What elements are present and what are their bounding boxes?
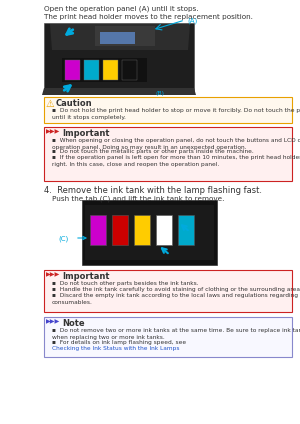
FancyBboxPatch shape [85,205,214,260]
Text: (C): (C) [58,236,68,243]
Text: Push the tab (C) and lift the ink tank to remove.: Push the tab (C) and lift the ink tank t… [52,196,224,203]
Text: ▶▶▶: ▶▶▶ [46,129,60,134]
FancyBboxPatch shape [112,215,128,245]
Text: ▪  If the operation panel is left open for more than 10 minutes, the print head : ▪ If the operation panel is left open fo… [52,156,300,167]
Text: ▪  Do not hold the print head holder to stop or move it forcibly. Do not touch t: ▪ Do not hold the print head holder to s… [52,108,300,120]
Text: 4.  Remove the ink tank with the lamp flashing fast.: 4. Remove the ink tank with the lamp fla… [44,186,262,195]
FancyBboxPatch shape [44,317,292,357]
Text: Important: Important [62,129,110,138]
Text: (B): (B) [155,91,164,96]
Text: ▪  When opening or closing the operation panel, do not touch the buttons and LCD: ▪ When opening or closing the operation … [52,138,300,150]
FancyBboxPatch shape [82,200,217,265]
Text: Note: Note [62,319,85,328]
FancyBboxPatch shape [62,58,147,82]
FancyBboxPatch shape [100,32,135,44]
Text: ▪  Do not touch other parts besides the ink tanks.: ▪ Do not touch other parts besides the i… [52,281,199,286]
FancyBboxPatch shape [95,26,155,46]
Polygon shape [42,88,196,95]
Text: Checking the Ink Status with the Ink Lamps: Checking the Ink Status with the Ink Lam… [52,346,179,351]
Text: ▪  For details on ink lamp flashing speed, see: ▪ For details on ink lamp flashing speed… [52,340,188,345]
Text: Caution: Caution [56,99,93,108]
FancyBboxPatch shape [103,60,118,80]
Text: ▪  Do not touch the metallic parts or other parts inside the machine.: ▪ Do not touch the metallic parts or oth… [52,150,254,154]
FancyBboxPatch shape [90,215,106,245]
Text: ▪  Discard the empty ink tank according to the local laws and regulations regard: ▪ Discard the empty ink tank according t… [52,293,300,304]
FancyBboxPatch shape [178,215,194,245]
Text: The print head holder moves to the replacement position.: The print head holder moves to the repla… [44,14,253,20]
Text: Open the operation panel (A) until it stops.: Open the operation panel (A) until it st… [44,6,199,12]
Text: ▪  Do not remove two or more ink tanks at the same time. Be sure to replace ink : ▪ Do not remove two or more ink tanks at… [52,328,300,340]
Text: ▶▶▶: ▶▶▶ [46,319,60,324]
Text: ⚠: ⚠ [46,99,55,109]
FancyBboxPatch shape [44,97,292,123]
Text: (A): (A) [187,18,197,25]
Polygon shape [44,23,194,91]
FancyBboxPatch shape [156,215,172,245]
Text: ▶▶▶: ▶▶▶ [46,272,60,277]
Text: Important: Important [62,272,110,281]
FancyBboxPatch shape [122,60,137,80]
FancyBboxPatch shape [84,60,99,80]
Polygon shape [50,24,190,50]
Text: ▪  Handle the ink tank carefully to avoid staining of clothing or the surroundin: ▪ Handle the ink tank carefully to avoid… [52,287,300,292]
FancyBboxPatch shape [134,215,150,245]
FancyBboxPatch shape [44,270,292,312]
FancyBboxPatch shape [65,60,80,80]
FancyBboxPatch shape [44,127,292,181]
